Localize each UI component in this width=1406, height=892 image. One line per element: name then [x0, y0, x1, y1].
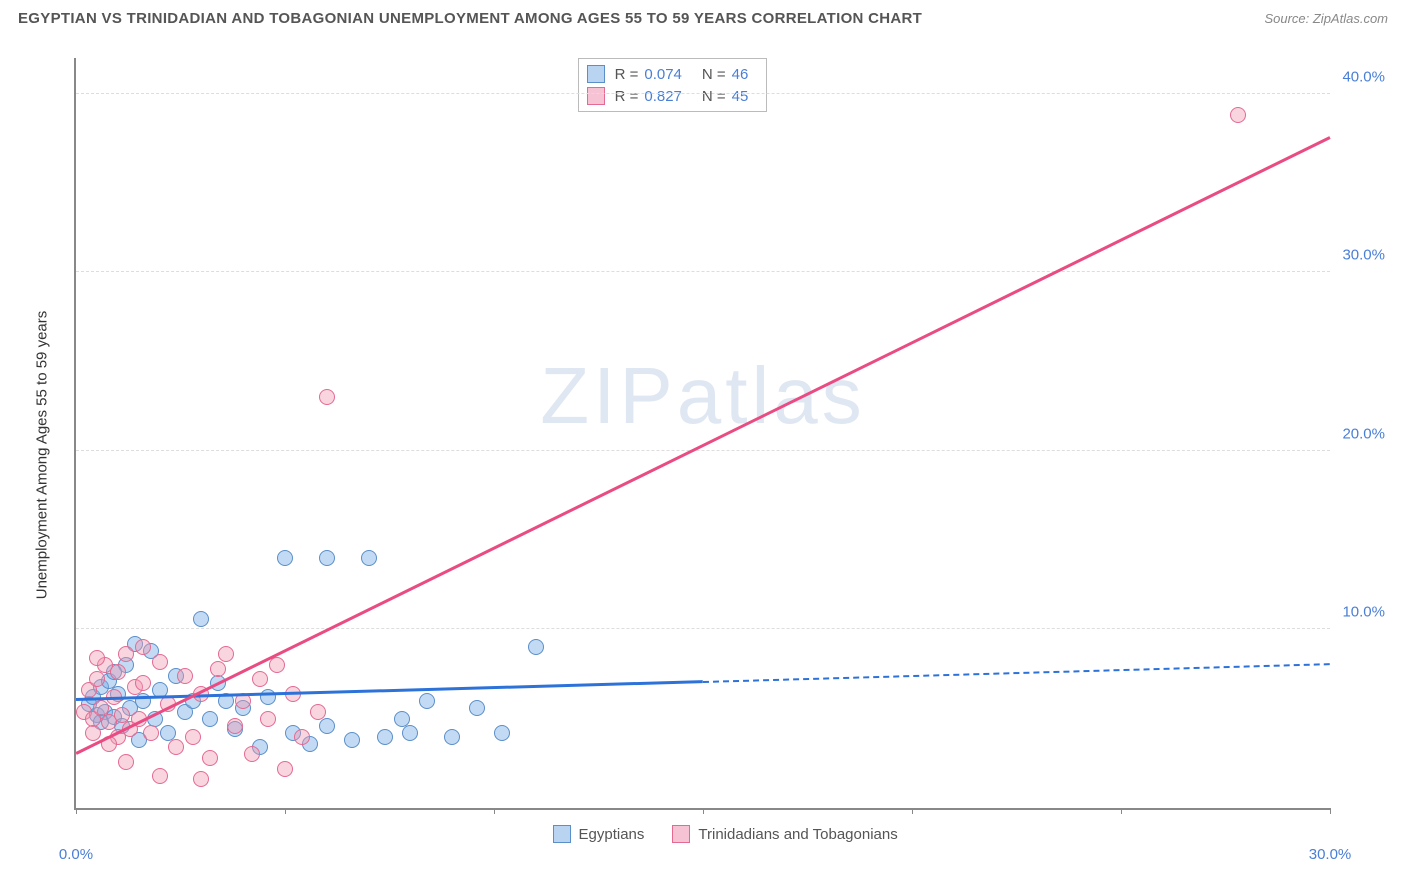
- data-point: [402, 725, 418, 741]
- swatch-egyptians: [587, 65, 605, 83]
- legend-item-egyptians: Egyptians: [553, 825, 645, 843]
- gridline: [76, 271, 1330, 272]
- data-point: [168, 739, 184, 755]
- n-value-egyptians: 46: [732, 66, 749, 83]
- data-point: [319, 389, 335, 405]
- x-tick: [285, 808, 286, 814]
- swatch-trinidadians: [587, 87, 605, 105]
- x-tick: [494, 808, 495, 814]
- data-point: [294, 729, 310, 745]
- data-point: [319, 718, 335, 734]
- r-label: R =: [615, 66, 639, 83]
- swatch-trinidadians: [672, 825, 690, 843]
- data-point: [227, 718, 243, 734]
- data-point: [85, 725, 101, 741]
- legend-correlation-box: R = 0.074 N = 46 R = 0.827 N = 45: [578, 58, 768, 112]
- x-tick: [912, 808, 913, 814]
- x-tick: [703, 808, 704, 814]
- source-attribution: Source: ZipAtlas.com: [1264, 11, 1388, 26]
- legend-row-egyptians: R = 0.074 N = 46: [587, 63, 759, 85]
- chart-area: Unemployment Among Ages 55 to 59 years Z…: [50, 50, 1390, 860]
- scatter-plot: ZIPatlas R = 0.074 N = 46 R = 0.827 N = …: [74, 58, 1330, 810]
- x-tick: [1330, 808, 1331, 814]
- x-tick-label: 30.0%: [1309, 846, 1352, 863]
- data-point: [1230, 107, 1246, 123]
- data-point: [185, 729, 201, 745]
- x-tick: [76, 808, 77, 814]
- data-point: [269, 657, 285, 673]
- swatch-egyptians: [553, 825, 571, 843]
- legend-row-trinidadians: R = 0.827 N = 45: [587, 85, 759, 107]
- gridline: [76, 628, 1330, 629]
- data-point: [494, 725, 510, 741]
- data-point: [469, 700, 485, 716]
- n-label: N =: [702, 88, 726, 105]
- legend-series: Egyptians Trinidadians and Tobagonians: [553, 825, 898, 843]
- legend-item-trinidadians: Trinidadians and Tobagonians: [672, 825, 897, 843]
- data-point: [444, 729, 460, 745]
- trend-line: [76, 681, 703, 701]
- data-point: [143, 725, 159, 741]
- data-point: [319, 550, 335, 566]
- x-tick-label: 0.0%: [59, 846, 93, 863]
- data-point: [260, 711, 276, 727]
- data-point: [244, 746, 260, 762]
- data-point: [152, 768, 168, 784]
- data-point: [202, 750, 218, 766]
- data-point: [118, 754, 134, 770]
- y-tick-label: 30.0%: [1342, 247, 1385, 264]
- data-point: [528, 639, 544, 655]
- trend-line: [703, 663, 1330, 683]
- data-point: [361, 550, 377, 566]
- data-point: [118, 646, 134, 662]
- data-point: [152, 654, 168, 670]
- r-value-egyptians: 0.074: [644, 66, 682, 83]
- data-point: [177, 668, 193, 684]
- data-point: [419, 693, 435, 709]
- r-label: R =: [615, 88, 639, 105]
- data-point: [377, 729, 393, 745]
- data-point: [344, 732, 360, 748]
- data-point: [218, 646, 234, 662]
- watermark: ZIPatlas: [540, 350, 865, 442]
- n-value-trinidadians: 45: [732, 88, 749, 105]
- data-point: [135, 675, 151, 691]
- data-point: [89, 671, 105, 687]
- data-point: [252, 671, 268, 687]
- gridline: [76, 450, 1330, 451]
- data-point: [193, 771, 209, 787]
- legend-label-egyptians: Egyptians: [579, 826, 645, 843]
- gridline: [76, 93, 1330, 94]
- y-axis-label: Unemployment Among Ages 55 to 59 years: [34, 311, 51, 600]
- chart-title: EGYPTIAN VS TRINIDADIAN AND TOBAGONIAN U…: [18, 10, 922, 27]
- data-point: [277, 550, 293, 566]
- r-value-trinidadians: 0.827: [644, 88, 682, 105]
- n-label: N =: [702, 66, 726, 83]
- x-tick: [1121, 808, 1122, 814]
- y-tick-label: 20.0%: [1342, 425, 1385, 442]
- trend-line: [75, 136, 1330, 754]
- data-point: [277, 761, 293, 777]
- data-point: [110, 664, 126, 680]
- y-tick-label: 10.0%: [1342, 604, 1385, 621]
- data-point: [193, 611, 209, 627]
- y-tick-label: 40.0%: [1342, 68, 1385, 85]
- data-point: [89, 650, 105, 666]
- data-point: [210, 661, 226, 677]
- data-point: [202, 711, 218, 727]
- legend-label-trinidadians: Trinidadians and Tobagonians: [698, 826, 897, 843]
- data-point: [310, 704, 326, 720]
- data-point: [135, 639, 151, 655]
